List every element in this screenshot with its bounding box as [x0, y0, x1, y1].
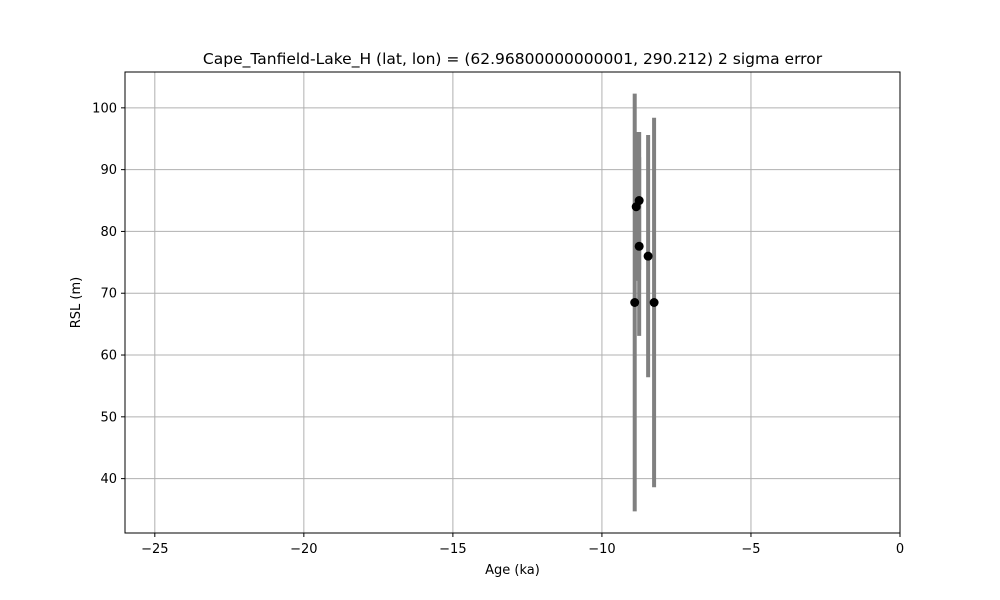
- y-tick-label: 90: [100, 163, 117, 178]
- plot-frame: [124, 71, 901, 534]
- x-tick-label: −15: [439, 542, 466, 557]
- data-point: [634, 196, 644, 206]
- y-tick-label: 100: [92, 101, 117, 116]
- y-tick-label: 80: [100, 225, 117, 240]
- data-point: [643, 251, 653, 261]
- x-tick-label: −20: [290, 542, 317, 557]
- x-tick-label: −5: [741, 542, 760, 557]
- plot-area: [125, 72, 900, 533]
- data-point: [649, 298, 659, 307]
- y-tick-label: 70: [100, 287, 117, 302]
- data-markers: [630, 196, 659, 307]
- data-point: [634, 241, 644, 251]
- y-tick-label: 50: [100, 410, 117, 425]
- y-tick-label: 40: [100, 472, 117, 487]
- x-axis-ticks: −25 −20 −15 −10 −5 0: [141, 533, 904, 557]
- y-tick-label: 60: [100, 349, 117, 364]
- data-point: [630, 298, 640, 307]
- x-tick-label: −10: [588, 542, 615, 557]
- x-tick-label: 0: [896, 542, 904, 557]
- y-axis-label: RSL (m): [69, 277, 84, 328]
- x-tick-label: −25: [141, 542, 168, 557]
- x-axis-label: Age (ka): [485, 563, 540, 578]
- chart-title: Cape_Tanfield-Lake_H (lat, lon) = (62.96…: [203, 50, 823, 69]
- grid-lines: [125, 72, 901, 533]
- y-axis-ticks: 40 50 60 70 80 90 100: [92, 101, 125, 487]
